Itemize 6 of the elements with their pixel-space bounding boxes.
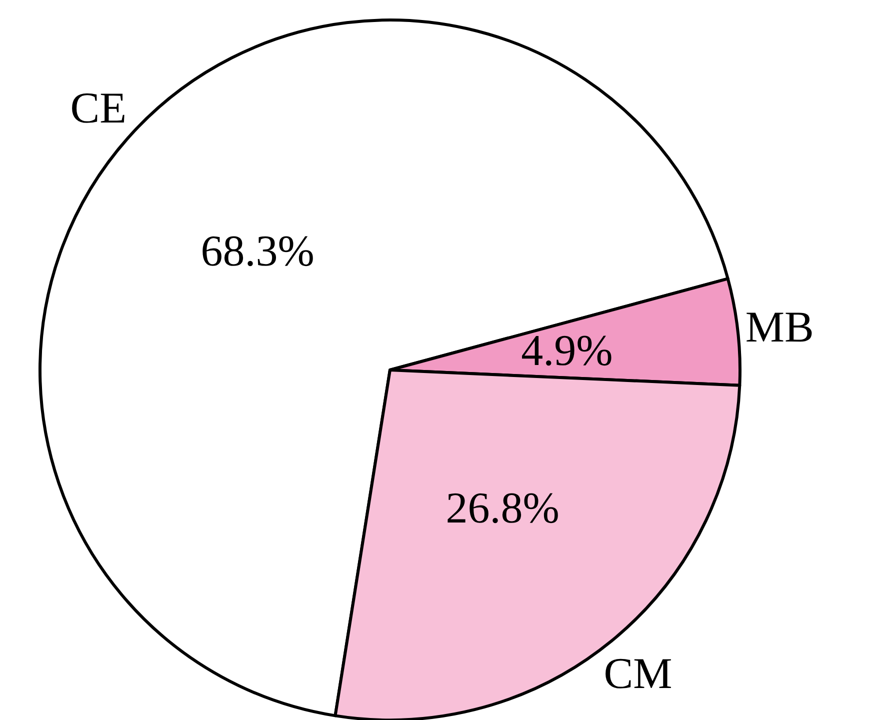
slice-label: CE (70, 84, 127, 133)
data-label: 68.3% (200, 226, 314, 276)
data-label: 26.8% (446, 483, 560, 532)
slice-label: CM (604, 649, 672, 698)
data-label: 4.9% (521, 326, 613, 375)
slice-label: MB (745, 302, 814, 352)
